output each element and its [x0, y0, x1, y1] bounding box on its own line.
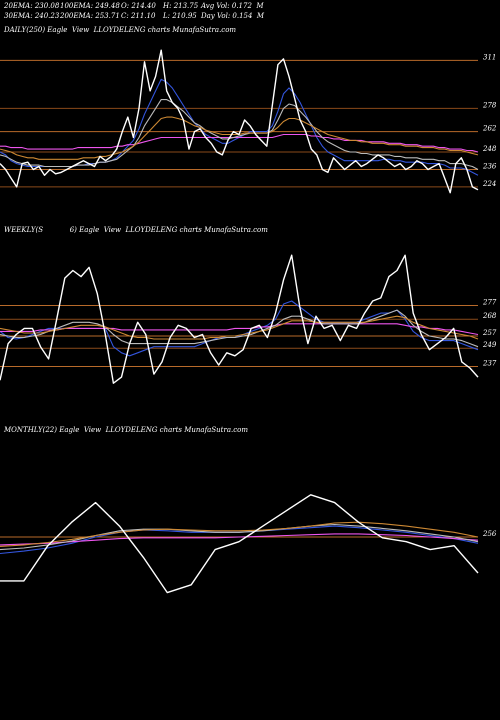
daily-level-label-236: 236 [482, 162, 497, 170]
hdr-200ema: 200EMA: 253.71 [60, 12, 120, 20]
monthly-level-label-256: 256 [482, 530, 497, 538]
monthly-series-line-4 [0, 521, 479, 547]
daily-series-line-3 [0, 99, 479, 170]
hdr-avg-vol: Avg Vol: 0.172 M [201, 2, 264, 10]
hdr-30ema: 30EMA: 240.23 [4, 12, 60, 20]
monthly-series-line-0 [0, 494, 479, 594]
weekly-chart: 277 268 257 249 237 [0, 254, 497, 384]
weekly-level-label-237: 237 [482, 359, 497, 367]
daily-series-line-1 [0, 78, 479, 176]
monthly-series-line-2 [0, 533, 479, 546]
weekly-level-label-268: 268 [482, 312, 497, 320]
daily-level-label-311: 311 [483, 53, 496, 61]
daily-series-line-2 [0, 133, 479, 153]
weekly-panel-title: WEEKLY(S 6) Eagle View LLOYDELENG charts… [4, 226, 268, 234]
weekly-series-line-3 [0, 309, 479, 348]
hdr-day-vol: Day Vol: 0.154 M [201, 12, 265, 20]
weekly-level-label-277: 277 [482, 299, 497, 307]
monthly-series-line-3 [0, 523, 479, 551]
daily-level-label-262: 262 [482, 125, 497, 133]
hdr-open: O: 214.40 [121, 2, 156, 10]
daily-series-line-4 [0, 116, 479, 160]
weekly-series-line-4 [0, 315, 479, 340]
weekly-series-line-2 [0, 323, 479, 336]
monthly-panel-title: MONTHLY(22) Eagle View LLOYDELENG charts… [4, 426, 248, 434]
hdr-low: L: 210.95 [163, 12, 197, 20]
daily-level-label-224: 224 [482, 180, 496, 188]
daily-level-label-248: 248 [482, 145, 497, 153]
hdr-high: H: 213.75 [163, 2, 199, 10]
weekly-series-line-0 [0, 254, 479, 384]
daily-level-label-278: 278 [482, 101, 497, 109]
daily-series-line-0 [0, 49, 479, 194]
daily-chart: 311 278 262 248 236 224 [0, 49, 497, 194]
hdr-20ema: 20EMA: 230.08 [4, 2, 60, 10]
weekly-level-label-249: 249 [482, 341, 497, 349]
monthly-chart: 256 [0, 494, 497, 594]
weekly-level-label-257: 257 [482, 329, 497, 337]
hdr-close: C: 211.10 [121, 12, 156, 20]
daily-panel-title: DAILY(250) Eagle View LLOYDELENG charts … [4, 26, 237, 34]
hdr-100ema: 100EMA: 249.48 [60, 2, 120, 10]
